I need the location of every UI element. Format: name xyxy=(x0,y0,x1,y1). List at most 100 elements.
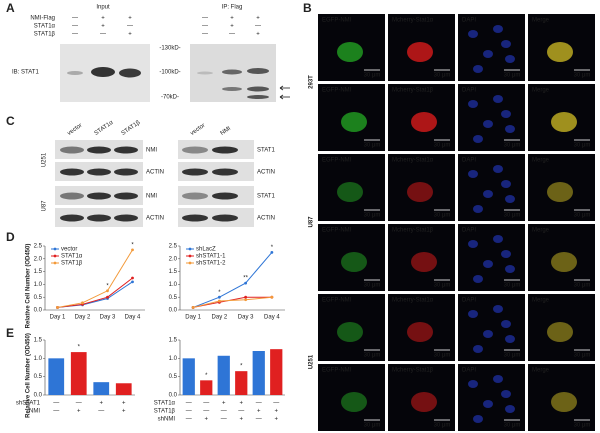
channel-label: Mcherry-Stat1β xyxy=(392,88,434,94)
blot-header: IP: Flag xyxy=(222,5,243,11)
panel-label: C xyxy=(6,114,15,128)
y-axis-label: Relative Cell Number (OD450) xyxy=(26,244,32,329)
significance: ** xyxy=(243,276,248,282)
sign: — xyxy=(273,401,279,407)
sign: — xyxy=(53,409,59,415)
sign: + xyxy=(239,417,243,423)
bar xyxy=(115,383,132,395)
channel-label: EGFP-NMI xyxy=(322,88,352,94)
nucleus xyxy=(501,180,511,188)
scale-bar-label: 30 μm xyxy=(574,73,591,79)
nucleus xyxy=(493,235,503,243)
legend-swatch xyxy=(188,247,192,251)
condition-label: NMI xyxy=(29,409,40,415)
panel-label: D xyxy=(6,230,15,244)
row-label: STAT1β xyxy=(34,32,56,38)
nucleus xyxy=(468,310,478,318)
cell xyxy=(337,322,363,342)
sign: + xyxy=(274,417,278,423)
significance: * xyxy=(78,345,81,351)
scale-bar-label: 30 μm xyxy=(364,73,381,79)
point xyxy=(191,306,195,309)
micrograph xyxy=(458,224,525,291)
band-label: ACTIN xyxy=(257,170,275,176)
nucleus xyxy=(505,265,515,273)
nucleus xyxy=(483,190,493,198)
cell-line-label: 293T xyxy=(309,75,315,89)
point xyxy=(244,295,248,299)
scale-bar-label: 30 μm xyxy=(434,353,451,359)
band xyxy=(247,68,269,74)
arrows xyxy=(279,85,290,100)
band xyxy=(87,214,111,222)
point xyxy=(217,299,221,303)
band xyxy=(212,146,238,154)
nucleus xyxy=(468,100,478,108)
band xyxy=(182,214,208,222)
channel-label: Merge xyxy=(532,368,550,374)
series-line xyxy=(57,281,133,308)
sign: — xyxy=(221,409,227,415)
sign: + xyxy=(128,16,132,22)
band xyxy=(91,67,115,77)
sign: + xyxy=(101,24,105,30)
scale-bar-label: 30 μm xyxy=(574,283,591,289)
y-tick-label: 1.5 xyxy=(34,269,43,275)
channel-label: Mcherry-Stat1α xyxy=(392,158,434,164)
sign: + xyxy=(99,401,103,407)
band-label: STAT1 xyxy=(257,148,275,154)
cell xyxy=(551,252,577,272)
band xyxy=(60,168,84,176)
nucleus xyxy=(468,30,478,38)
scale-bar-label: 30 μm xyxy=(504,143,521,149)
scale-bar-label: 30 μm xyxy=(364,213,381,219)
band xyxy=(182,192,208,200)
sign: — xyxy=(229,32,235,38)
panel-label: B xyxy=(303,1,312,15)
series-line xyxy=(192,252,273,308)
channel-label: EGFP-NMI xyxy=(322,18,352,24)
cell xyxy=(551,392,577,412)
x-tick-label: Day 4 xyxy=(125,315,141,321)
sign: — xyxy=(186,401,192,407)
sign: + xyxy=(77,409,81,415)
band-label: STAT1 xyxy=(257,194,275,200)
micrograph xyxy=(458,154,525,221)
bar xyxy=(48,358,65,395)
significance: * xyxy=(271,245,274,251)
band xyxy=(222,69,242,75)
channel-label: Mcherry-Stat1β xyxy=(392,368,434,374)
sign: — xyxy=(53,401,59,407)
band xyxy=(182,168,208,176)
channel-label: DAPI xyxy=(462,368,476,374)
band xyxy=(87,146,111,154)
channel-label: DAPI xyxy=(462,18,476,24)
nucleus xyxy=(493,25,503,33)
condition-label: STAT1α xyxy=(154,401,176,407)
point xyxy=(270,251,274,254)
sign: — xyxy=(256,401,262,407)
sign: — xyxy=(72,24,78,30)
sign: — xyxy=(221,417,227,423)
legend-swatch xyxy=(188,261,192,265)
sign: — xyxy=(98,409,104,415)
nucleus xyxy=(468,170,478,178)
cell xyxy=(547,182,573,202)
band xyxy=(114,168,138,176)
micrograph xyxy=(458,294,525,361)
y-tick-label: 0.5 xyxy=(34,295,43,301)
blot-probe: IB: STAT1 xyxy=(12,70,39,76)
lane-label: NMI xyxy=(220,126,233,137)
cell xyxy=(547,322,573,342)
cell xyxy=(337,182,363,202)
channel-label: Merge xyxy=(532,88,550,94)
nucleus xyxy=(483,330,493,338)
bar xyxy=(270,349,283,395)
point xyxy=(244,281,248,285)
cell xyxy=(337,42,363,62)
condition-label: STAT1β xyxy=(154,409,176,415)
significance: * xyxy=(240,364,243,370)
channel-label: Merge xyxy=(532,228,550,234)
lane-label: STAT1α xyxy=(94,120,115,137)
point xyxy=(56,306,59,309)
